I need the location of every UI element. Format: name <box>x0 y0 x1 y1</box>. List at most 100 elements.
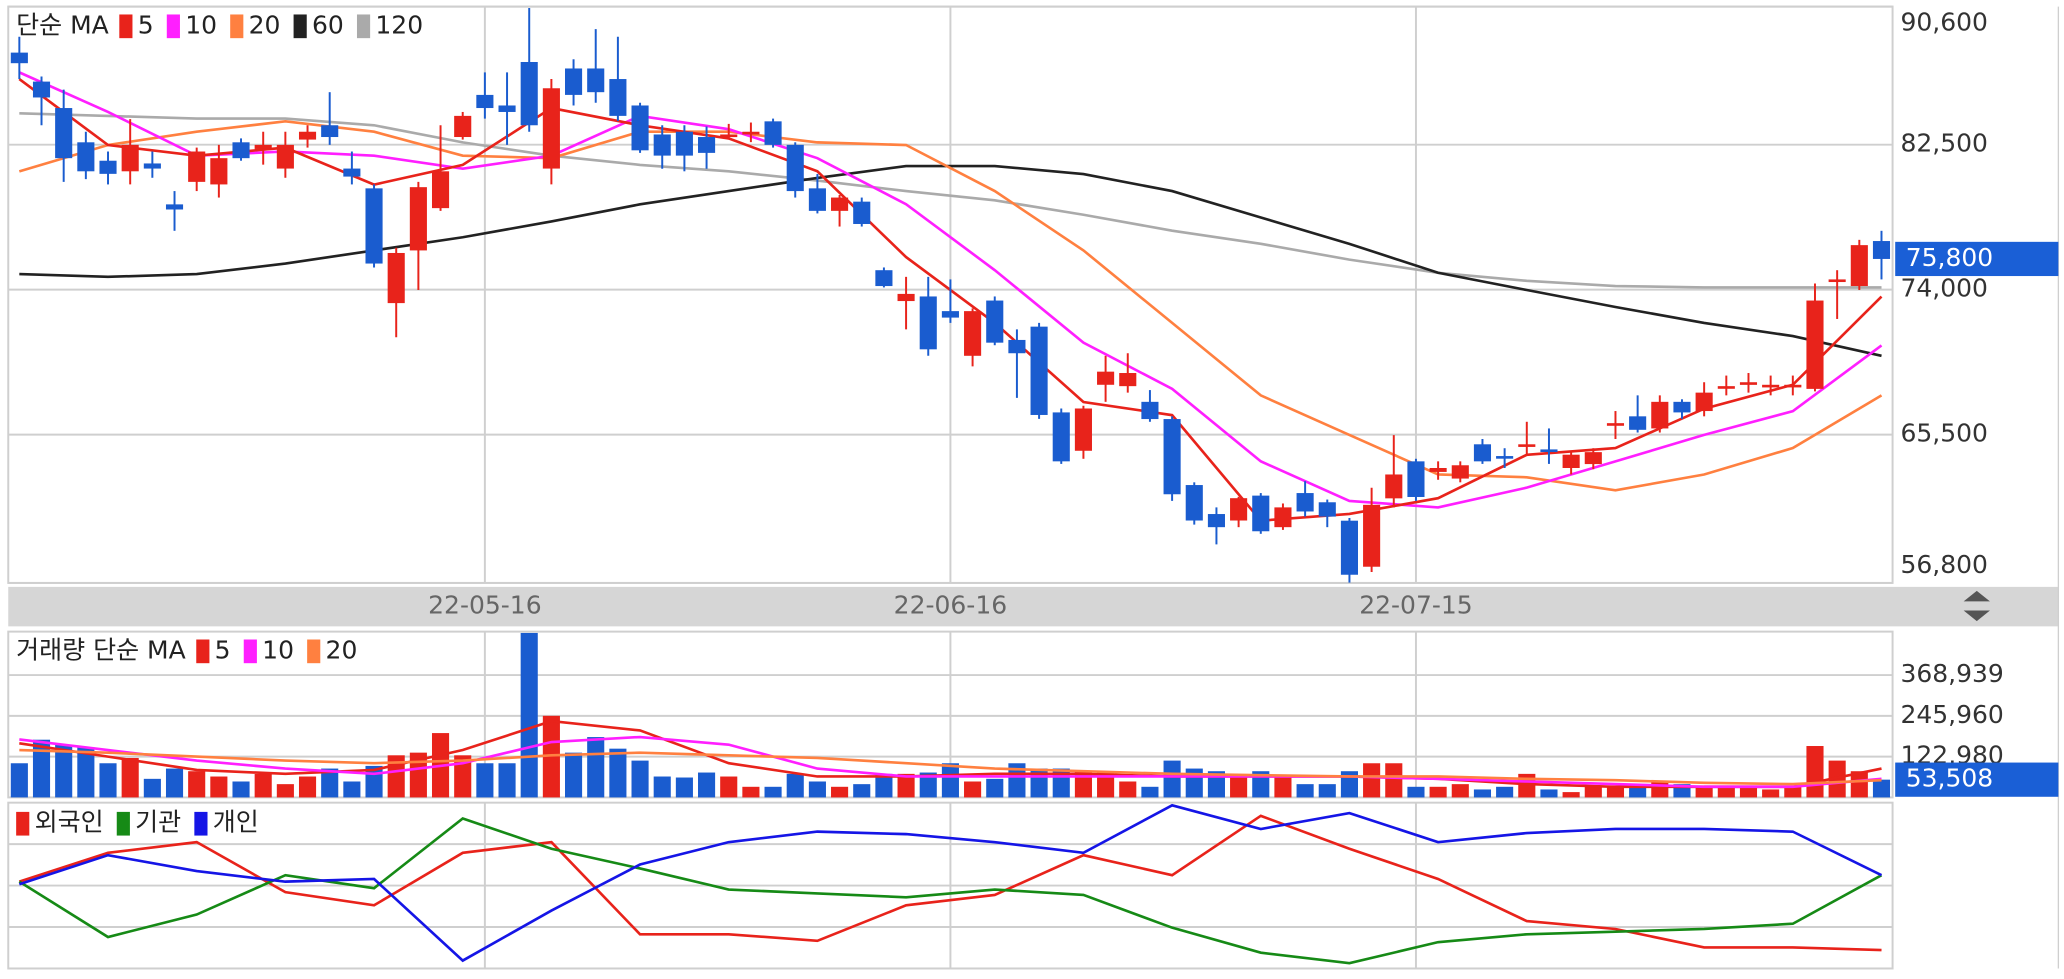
volume-bar <box>1473 789 1492 798</box>
candle-body <box>1185 485 1203 521</box>
candle-body <box>1806 300 1824 389</box>
candle-body <box>188 151 206 182</box>
candle-body <box>853 201 871 224</box>
candle-body <box>1363 504 1381 567</box>
candle-body <box>897 293 915 302</box>
volume-bar <box>631 760 649 798</box>
volume-bar <box>1163 760 1181 798</box>
legend-label: 5 <box>215 635 231 664</box>
volume-bar <box>675 777 693 798</box>
candle-body <box>143 163 161 169</box>
candle-body <box>498 105 516 112</box>
candle-body <box>986 300 1004 343</box>
legend-label: 외국인 <box>35 808 104 837</box>
y-tick-label: 368,939 <box>1900 659 2003 688</box>
candle-body <box>631 105 649 151</box>
volume-bar <box>565 752 583 798</box>
volume-bar <box>1806 746 1824 798</box>
volume-bar <box>1008 763 1026 798</box>
legend-label: 20 <box>326 635 358 664</box>
volume-bar <box>55 744 73 798</box>
candle-body <box>1119 373 1137 387</box>
volume-bar <box>409 752 427 798</box>
candle-body <box>964 311 982 356</box>
date-bar <box>8 586 2059 627</box>
ma-line <box>19 164 1882 358</box>
volume-bar <box>1584 786 1602 798</box>
volume-bar <box>1540 789 1558 798</box>
candle-body <box>587 68 605 93</box>
volume-bar <box>454 755 472 798</box>
volume-bar <box>77 747 95 798</box>
volume-bar <box>1651 781 1669 798</box>
candle-body <box>454 115 472 138</box>
volume-bar <box>1141 786 1159 798</box>
ma-line <box>18 803 1883 963</box>
candle-body <box>1496 456 1514 459</box>
candle-body <box>298 131 317 140</box>
ma-line <box>18 71 1883 509</box>
candle-body <box>520 61 538 126</box>
volume-bar <box>121 757 139 798</box>
candle-body <box>99 160 117 174</box>
candle-body <box>675 131 693 156</box>
volume-bar <box>1296 784 1314 798</box>
volume-bar <box>32 739 51 798</box>
legend-label: 20 <box>249 10 281 39</box>
legend-swatch <box>230 14 244 39</box>
ma-line <box>18 814 1882 952</box>
legend-title: 거래량 단순 MA <box>16 635 186 664</box>
y-tick-label: 74,000 <box>1900 274 1987 303</box>
y-tick-label: 56,800 <box>1900 550 1987 579</box>
volume-bar <box>254 773 272 798</box>
candle-body <box>565 68 583 95</box>
volume-bar <box>1363 763 1381 798</box>
volume-bar <box>1318 784 1336 798</box>
volume-bar <box>742 786 760 798</box>
candle-body <box>1451 465 1469 479</box>
volume-bar <box>1872 779 1891 798</box>
volume-bar <box>1717 786 1735 798</box>
resize-handle[interactable] <box>1963 590 1990 622</box>
legend-label: 기관 <box>135 808 181 837</box>
candle-body <box>919 296 937 350</box>
volume-bar <box>165 768 184 798</box>
candle-body <box>321 125 339 138</box>
volume-bar <box>720 776 738 798</box>
candle-body <box>1296 493 1314 512</box>
legend-swatch <box>119 14 133 39</box>
candle-body <box>365 188 383 264</box>
candle-body <box>1030 326 1048 415</box>
candle-body <box>431 171 450 209</box>
candle-body <box>232 142 250 159</box>
volume-bar <box>1274 776 1292 798</box>
candle-body <box>55 108 73 159</box>
volume-bar <box>875 773 893 798</box>
legend-swatch <box>293 14 307 39</box>
volume-bar <box>831 786 849 798</box>
ma-line <box>18 816 1883 965</box>
volume-bar <box>210 776 228 798</box>
candle-body <box>764 121 782 145</box>
volume-bar <box>1562 792 1580 798</box>
legend-label: 10 <box>185 10 217 39</box>
candle-body <box>831 197 849 211</box>
candle-body <box>1274 507 1292 528</box>
legend-swatch <box>356 14 371 39</box>
candle-body <box>32 81 51 98</box>
candle-body <box>1828 279 1846 283</box>
x-tick-label: 22-06-16 <box>894 591 1007 620</box>
volume-bar <box>143 778 161 798</box>
volume-bar <box>808 781 826 798</box>
current-volume-box <box>1895 762 2059 797</box>
volume-bar <box>609 748 627 798</box>
candle-body <box>653 134 671 156</box>
legend-label: 60 <box>312 10 344 39</box>
candle-body <box>1097 371 1115 385</box>
candle-body <box>720 134 738 138</box>
volume-bar <box>986 778 1004 798</box>
candle-body <box>1008 339 1026 354</box>
candle-body <box>1473 444 1492 462</box>
candle-body <box>1717 386 1735 389</box>
